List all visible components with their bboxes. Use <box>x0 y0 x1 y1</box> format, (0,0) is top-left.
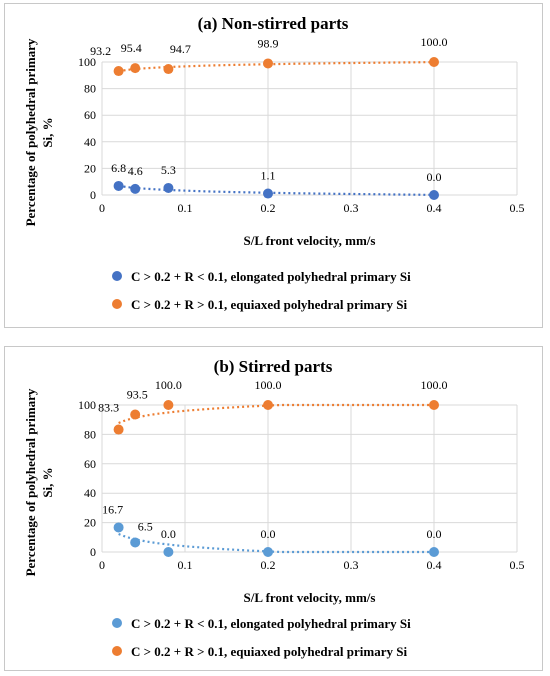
data-label: 93.2 <box>90 44 111 58</box>
chart-svg-stirred: (b) Stirred parts S/L front velocity, mm… <box>23 357 525 659</box>
legend-marker-equiaxed <box>112 299 122 309</box>
data-label: 100.0 <box>421 35 448 49</box>
x-tick-label: 0 <box>99 558 105 572</box>
data-label: 100.0 <box>421 378 448 392</box>
x-tick-label: 0 <box>99 201 105 215</box>
data-point-elongated <box>130 537 141 548</box>
x-tick-label: 0.4 <box>427 558 442 572</box>
data-label: 0.0 <box>261 527 276 541</box>
x-tick-label: 0.3 <box>344 201 359 215</box>
data-label: 98.9 <box>258 36 279 50</box>
data-point-elongated <box>130 183 141 194</box>
data-point-elongated <box>163 547 174 557</box>
y-tick-label: 40 <box>84 135 96 149</box>
data-label: 0.0 <box>427 527 442 541</box>
data-label: 4.6 <box>128 164 143 178</box>
y-axis-label: Percentage of polyhedral primary Si, % <box>23 388 55 576</box>
legend-label-elongated: C > 0.2 + R < 0.1, elongated polyhedral … <box>131 269 411 284</box>
chart-title: (b) Stirred parts <box>214 357 333 376</box>
y-tick-label: 100 <box>78 398 96 412</box>
chart-panel-non-stirred: (a) Non-stirred parts S/L front velocity… <box>4 3 543 328</box>
y-tick-label: 0 <box>90 545 96 559</box>
data-label: 94.7 <box>170 42 191 56</box>
y-axis-label: Percentage of polyhedral primary Si, % <box>23 38 55 226</box>
legend-label-elongated: C > 0.2 + R < 0.1, elongated polyhedral … <box>131 616 411 631</box>
y-tick-label: 20 <box>84 516 96 530</box>
data-point-elongated <box>429 547 439 557</box>
data-point-equiaxed <box>130 63 141 74</box>
data-label: 16.7 <box>102 502 123 516</box>
y-tick-label: 40 <box>84 486 96 500</box>
x-tick-label: 0.1 <box>178 201 193 215</box>
data-label: 100.0 <box>155 378 182 392</box>
y-tick-label: 20 <box>84 161 96 175</box>
data-label: 5.3 <box>161 163 176 177</box>
x-tick-label: 0.5 <box>510 558 525 572</box>
data-label: 6.8 <box>111 161 126 175</box>
data-point-equiaxed <box>263 58 273 69</box>
y-tick-label: 100 <box>78 55 96 69</box>
x-tick-label: 0.4 <box>427 201 442 215</box>
data-point-equiaxed <box>113 66 124 77</box>
x-tick-label: 0.5 <box>510 201 525 215</box>
data-label: 93.5 <box>127 388 148 402</box>
x-tick-label: 0.2 <box>261 201 276 215</box>
data-point-equiaxed <box>130 409 141 420</box>
data-point-equiaxed <box>263 400 273 410</box>
data-label: 1.1 <box>261 169 276 183</box>
legend-marker-elongated <box>112 271 122 281</box>
chart-title: (a) Non-stirred parts <box>198 14 349 33</box>
data-label: 0.0 <box>427 170 442 184</box>
data-point-elongated <box>113 522 124 533</box>
data-label: 100.0 <box>255 378 282 392</box>
data-label: 0.0 <box>161 527 176 541</box>
y-tick-label: 60 <box>84 457 96 471</box>
x-axis-label: S/L front velocity, mm/s <box>244 590 376 605</box>
y-tick-label: 60 <box>84 108 96 122</box>
data-point-equiaxed <box>163 64 174 75</box>
data-point-equiaxed <box>163 400 174 410</box>
data-point-elongated <box>163 182 174 193</box>
data-point-elongated <box>263 547 273 557</box>
chart-svg-non-stirred: (a) Non-stirred parts S/L front velocity… <box>23 14 525 312</box>
x-axis-label: S/L front velocity, mm/s <box>244 233 376 248</box>
y-tick-label: 80 <box>84 82 96 96</box>
x-tick-label: 0.1 <box>178 558 193 572</box>
data-point-elongated <box>113 180 124 191</box>
legend-marker-elongated <box>112 618 122 628</box>
legend-marker-equiaxed <box>112 646 122 656</box>
data-label: 83.3 <box>98 401 119 415</box>
x-tick-label: 0.3 <box>344 558 359 572</box>
data-point-equiaxed <box>429 57 439 67</box>
legend-label-equiaxed: C > 0.2 + R > 0.1, equiaxed polyhedral p… <box>131 297 407 312</box>
data-label: 95.4 <box>121 41 142 55</box>
data-point-elongated <box>429 190 439 200</box>
y-tick-label: 0 <box>90 188 96 202</box>
data-point-equiaxed <box>429 400 439 410</box>
legend-label-equiaxed: C > 0.2 + R > 0.1, equiaxed polyhedral p… <box>131 644 407 659</box>
x-tick-label: 0.2 <box>261 558 276 572</box>
data-label: 6.5 <box>138 519 153 533</box>
data-point-elongated <box>263 188 273 199</box>
data-point-equiaxed <box>113 424 124 435</box>
y-tick-label: 80 <box>84 427 96 441</box>
chart-panel-stirred: (b) Stirred parts S/L front velocity, mm… <box>4 346 543 671</box>
